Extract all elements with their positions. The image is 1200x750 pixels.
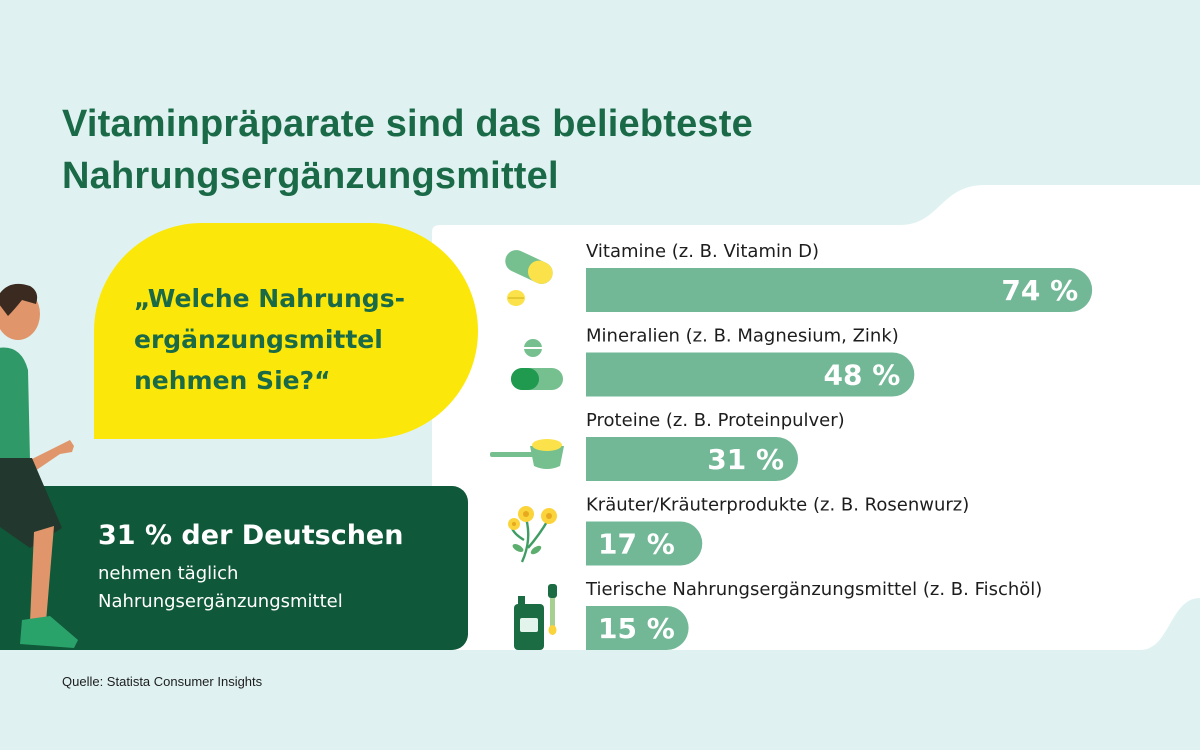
category-label: Kräuter/Kräuterprodukte (z. B. Rosenwurz… <box>586 495 969 516</box>
bar <box>586 437 799 481</box>
capsule-icon <box>505 250 553 306</box>
bar <box>586 521 703 566</box>
bars-group: Vitamine (z. B. Vitamin D) 74 % Mineralien… <box>585 241 1093 650</box>
stat-box <box>0 486 468 650</box>
page-title: Vitaminpräparate sind das beliebteste Na… <box>62 98 962 202</box>
stat-description: nehmen täglich Nahrungsergänzungsmittel <box>98 560 343 616</box>
bar-left-edge <box>586 606 608 650</box>
value-label: 17 % <box>598 528 675 561</box>
category-label: Proteine (z. B. Proteinpulver) <box>586 410 845 431</box>
protein-scoop-icon <box>490 439 564 469</box>
herb-flower-icon <box>508 506 557 563</box>
question-line-2: ergänzungsmittel <box>134 325 383 354</box>
value-label: 31 % <box>707 443 784 476</box>
question-line-3: nehmen Sie?“ <box>134 366 331 395</box>
question-text: „Welche Nahrungs- ergänzungsmittel nehme… <box>134 278 464 401</box>
bar-left-edge <box>586 352 608 397</box>
question-line-1: „Welche Nahrungs- <box>134 284 405 313</box>
source-note: Quelle: Statista Consumer Insights <box>62 674 263 689</box>
bar-left-edge <box>586 268 608 312</box>
value-label: 74 % <box>1001 274 1078 307</box>
bar-left-edge <box>586 437 608 481</box>
title-line-2: Nahrungsergänzungsmittel <box>62 155 559 197</box>
value-label: 15 % <box>598 612 675 645</box>
runner-illustration <box>0 283 78 648</box>
category-label: Mineralien (z. B. Magnesium, Zink) <box>586 326 899 347</box>
stat-line-1: nehmen täglich <box>98 563 239 584</box>
category-label: Tierische Nahrungsergänzungsmittel (z. B… <box>585 579 1042 600</box>
fish-oil-bottle-icon <box>514 584 557 650</box>
mineral-pills-icon <box>511 339 563 390</box>
bar <box>586 606 689 650</box>
category-label: Vitamine (z. B. Vitamin D) <box>586 241 819 262</box>
bar <box>586 352 915 397</box>
bar <box>586 268 1093 312</box>
bar-left-edge <box>586 521 608 566</box>
title-line-1: Vitaminpräparate sind das beliebteste <box>62 103 753 145</box>
stat-line-2: Nahrungsergänzungsmittel <box>98 591 343 612</box>
question-bubble <box>94 223 478 439</box>
value-label: 48 % <box>824 359 901 392</box>
stat-headline: 31 % der Deutschen <box>98 520 404 551</box>
